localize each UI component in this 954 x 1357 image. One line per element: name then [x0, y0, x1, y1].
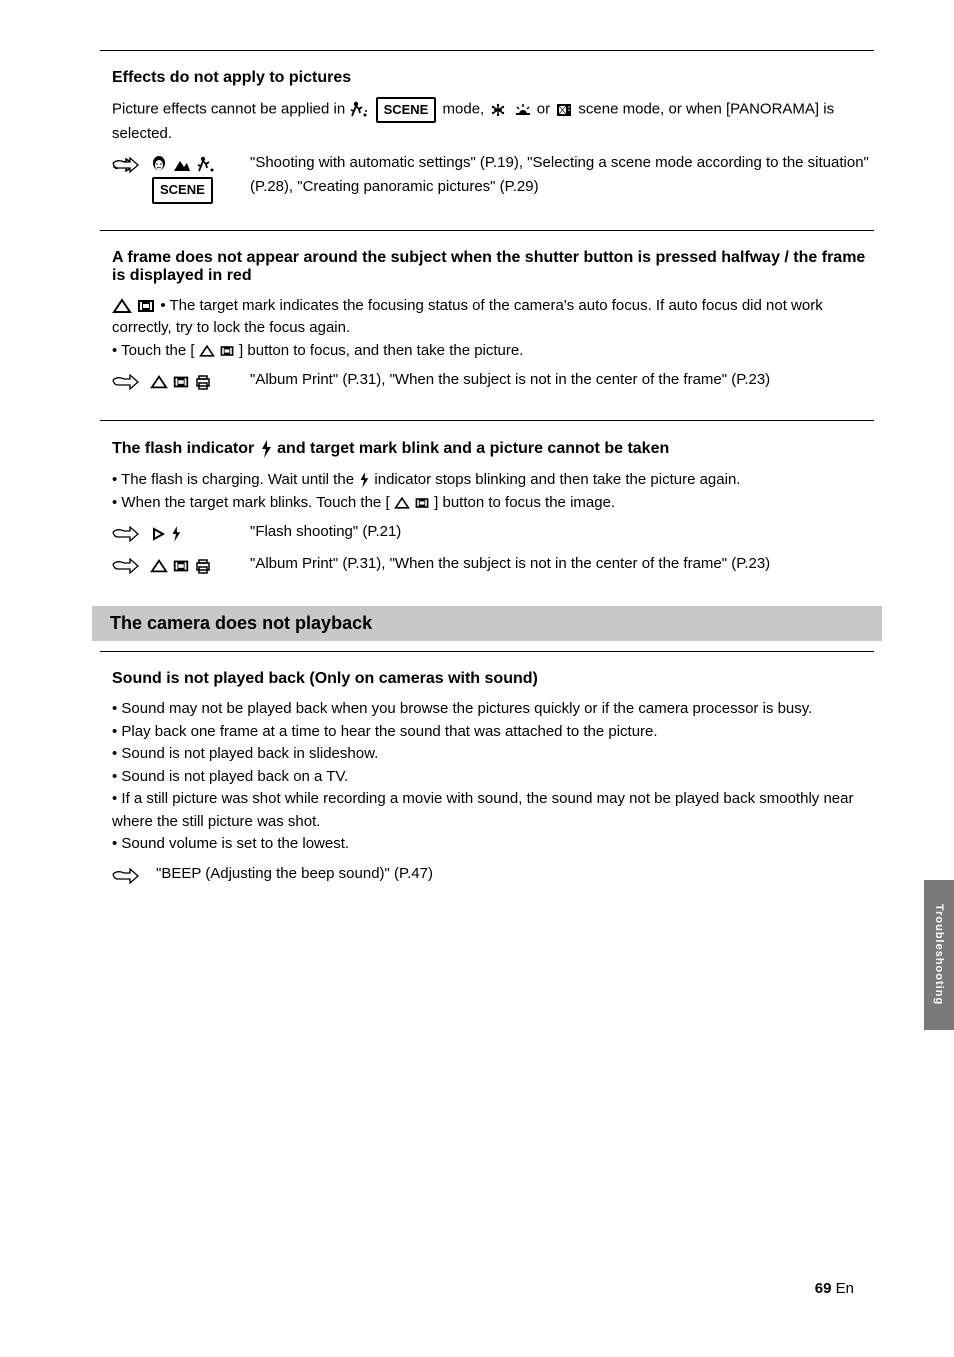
print-icon [194, 557, 212, 575]
horizontal-rule [100, 230, 874, 231]
sunset-icon [513, 101, 533, 119]
issue-title-4: Sound is not played back (Only on camera… [112, 670, 874, 688]
target-box-icon [172, 374, 190, 390]
section2-body: • The target mark indicates the focusing… [112, 295, 874, 363]
target-triangle-icon [150, 558, 168, 574]
target-box-icon [414, 496, 430, 510]
target-triangle-icon [199, 344, 215, 358]
page-lang: En [836, 1280, 854, 1297]
section3-body2-prefix: • When the target mark blinks. Touch the… [112, 494, 390, 511]
section4-line3: • Sound is not played back in slideshow. [112, 743, 874, 766]
horizontal-rule [100, 420, 874, 421]
horizontal-rule [100, 651, 874, 652]
target-box-icon [219, 344, 235, 358]
hand-pointer-icon [112, 866, 140, 886]
section2-ref1: "Album Print" (P.31), "When the subject … [112, 368, 874, 394]
horizontal-rule [100, 50, 874, 51]
section2-ref1-text: "Album Print" (P.31), "When the subject … [250, 368, 874, 392]
category-header: The camera does not playback [92, 606, 882, 641]
section3-body-suffix: indicator stops blinking and then take t… [374, 471, 740, 488]
section3-ref1: "Flash shooting" (P.21) [112, 520, 874, 546]
issue-title-1: Effects do not apply to pictures [112, 69, 874, 87]
section4-line5: • If a still picture was shot while reco… [112, 788, 874, 833]
hand-pointer-icon [112, 155, 140, 175]
landscape-icon [172, 156, 192, 174]
hand-pointer-icon [112, 556, 140, 576]
hand-pointer-icon [112, 524, 140, 544]
page-number: 69 En [815, 1280, 854, 1297]
section1-ref1-text: "Shooting with automatic settings" (P.19… [250, 151, 874, 199]
section4-ref1: "BEEP (Adjusting the beep sound)" (P.47) [112, 862, 874, 888]
issue-title-3: The flash indicator and target mark blin… [112, 439, 874, 459]
flash-icon [358, 471, 370, 489]
section2-body-text2: • Touch the [ [112, 342, 195, 359]
hand-pointer-icon [112, 372, 140, 392]
section4-ref1-text: "BEEP (Adjusting the beep sound)" (P.47) [156, 862, 874, 886]
section4-line4: • Sound is not played back on a TV. [112, 766, 874, 789]
target-triangle-icon [150, 374, 168, 390]
section3-body: • The flash is charging. Wait until the … [112, 469, 874, 514]
scene-box-icon: SCENE [376, 97, 437, 123]
fireworks-icon [488, 101, 508, 119]
issue-title-2: A frame does not appear around the subje… [112, 249, 874, 285]
section4-line6: • Sound volume is set to the lowest. [112, 833, 874, 856]
section4-body: • Sound may not be played back when you … [112, 698, 874, 856]
face-icon [150, 155, 168, 175]
tv-icon [554, 101, 574, 119]
section3-ref2-text: "Album Print" (P.31), "When the subject … [250, 552, 874, 576]
target-triangle-icon [394, 496, 410, 510]
section4-line2: • Play back one frame at a time to hear … [112, 721, 874, 744]
target-triangle-icon [112, 298, 132, 314]
section1-body-text2: mode, [443, 101, 489, 118]
section1-ref1: SCENE "Shooting with automatic settings"… [112, 151, 874, 204]
section3-title-suffix: and target mark blink and a picture cann… [277, 441, 669, 458]
side-tab: Troubleshooting [924, 880, 954, 1030]
flash-icon [170, 525, 182, 543]
print-icon [194, 373, 212, 391]
scene-run-icon [349, 101, 369, 119]
section1-body: Picture effects cannot be applied in SCE… [112, 97, 874, 145]
section3-body-prefix: • The flash is charging. Wait until the [112, 471, 358, 488]
section3-body2-suffix: ] button to focus the image. [434, 494, 615, 511]
section1-or: or [537, 101, 555, 118]
section3-ref1-text: "Flash shooting" (P.21) [250, 520, 874, 544]
flash-icon [259, 439, 273, 459]
triangle-fwd-icon [150, 526, 166, 542]
section2-body-text: • The target mark indicates the focusing… [112, 297, 823, 337]
scene-box-icon: SCENE [152, 177, 213, 204]
section1-body-text: Picture effects cannot be applied in [112, 101, 349, 118]
target-box-icon [136, 298, 156, 314]
scene-run-icon [196, 156, 216, 174]
target-box-icon [172, 558, 190, 574]
page-num: 69 [815, 1280, 832, 1297]
section4-line1: • Sound may not be played back when you … [112, 698, 874, 721]
section3-title-prefix: The flash indicator [112, 441, 259, 458]
section2-body-text3: ] button to focus, and then take the pic… [239, 342, 523, 359]
section3-ref2: "Album Print" (P.31), "When the subject … [112, 552, 874, 578]
